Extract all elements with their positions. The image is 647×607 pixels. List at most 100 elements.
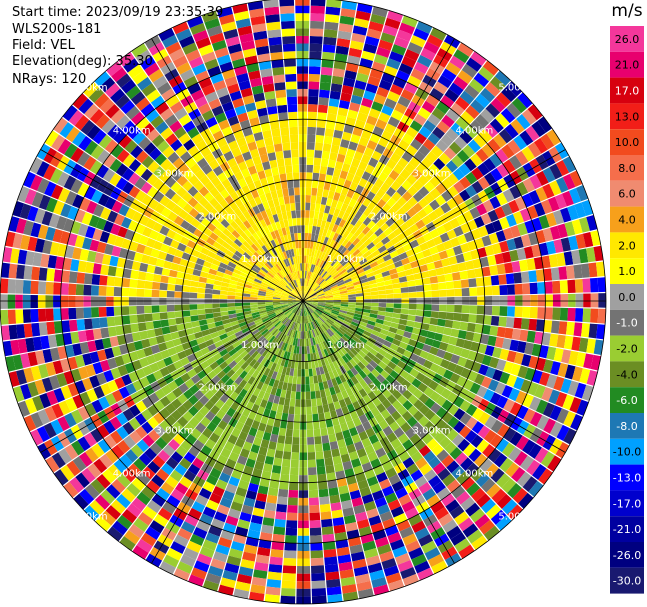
velocity-gate — [409, 223, 419, 234]
velocity-gate — [484, 305, 493, 316]
velocity-gate — [355, 296, 364, 300]
velocity-gate — [306, 263, 310, 272]
velocity-gate — [319, 89, 330, 99]
velocity-gate — [420, 270, 430, 279]
velocity-gate — [352, 175, 362, 185]
colorbar-tick-label: -2.0 — [616, 343, 637, 356]
velocity-gate — [305, 278, 309, 287]
velocity-gate — [315, 287, 322, 293]
velocity-gate — [433, 260, 443, 269]
velocity-gate — [394, 102, 408, 115]
velocity-gate — [489, 153, 503, 168]
velocity-gate — [448, 255, 458, 266]
velocity-gate — [429, 276, 439, 284]
velocity-gate — [338, 285, 347, 291]
velocity-gate — [529, 158, 543, 174]
velocity-gate — [387, 231, 397, 241]
velocity-gate — [297, 81, 308, 89]
velocity-gate — [510, 225, 521, 238]
velocity-gate — [397, 157, 409, 169]
velocity-gate — [429, 61, 445, 75]
velocity-gate — [444, 88, 459, 103]
velocity-gate — [394, 36, 410, 49]
velocity-gate — [322, 189, 330, 198]
velocity-gate — [305, 202, 311, 211]
velocity-gate — [433, 158, 446, 171]
velocity-gate — [505, 273, 515, 285]
velocity-gate — [325, 6, 341, 16]
velocity-gate — [496, 178, 509, 192]
velocity-gate — [386, 158, 397, 170]
velocity-gate — [317, 259, 323, 267]
velocity-gate — [465, 105, 480, 119]
start-time-label: Start time: 2023/09/19 23:35:39 — [12, 5, 224, 20]
velocity-gate — [327, 105, 339, 115]
velocity-gate — [472, 258, 482, 269]
velocity-gate — [349, 234, 357, 244]
velocity-gate — [504, 262, 514, 274]
velocity-gate — [405, 217, 416, 228]
velocity-gate — [306, 149, 315, 158]
velocity-gate — [371, 265, 380, 272]
velocity-gate — [335, 45, 349, 56]
velocity-gate — [320, 196, 328, 206]
velocity-gate — [470, 99, 485, 114]
velocity-gate — [453, 181, 465, 194]
velocity-gate — [549, 163, 563, 180]
velocity-gate — [306, 287, 311, 295]
velocity-gate — [521, 146, 535, 162]
velocity-gate — [397, 95, 411, 108]
velocity-gate — [415, 87, 429, 101]
velocity-gate — [330, 215, 338, 224]
velocity-gate — [305, 286, 308, 294]
velocity-gate — [375, 241, 384, 250]
velocity-gate — [402, 243, 413, 252]
velocity-gate — [326, 113, 337, 123]
velocity-gate — [427, 132, 441, 145]
velocity-gate — [318, 173, 326, 182]
velocity-gate — [364, 268, 373, 275]
velocity-gate — [502, 227, 514, 240]
velocity-gate — [475, 93, 490, 108]
velocity-gate — [528, 190, 541, 205]
velocity-gate — [396, 185, 407, 197]
velocity-gate — [541, 150, 556, 167]
colorbar-unit-label: m/s — [611, 1, 642, 21]
velocity-gate — [436, 120, 450, 134]
velocity-gate — [449, 141, 462, 155]
velocity-gate — [526, 205, 539, 220]
velocity-gate — [475, 277, 485, 287]
velocity-gate — [367, 210, 377, 221]
velocity-gate — [378, 171, 389, 183]
velocity-gate — [305, 194, 311, 203]
velocity-gate — [312, 282, 318, 290]
velocity-gate — [391, 43, 407, 56]
velocity-gate — [303, 270, 306, 279]
velocity-gate — [442, 221, 454, 232]
velocity-gate — [330, 144, 340, 154]
velocity-gate — [474, 237, 485, 249]
velocity-gate — [362, 264, 372, 272]
velocity-gate — [320, 243, 326, 252]
velocity-gate — [337, 177, 346, 187]
velocity-gate — [395, 70, 410, 82]
velocity-gate — [431, 107, 446, 121]
velocity-gate — [355, 240, 364, 249]
velocity-gate — [573, 322, 583, 337]
velocity-gate — [304, 247, 307, 256]
velocity-gate — [310, 299, 319, 301]
velocity-gate — [385, 217, 395, 227]
velocity-gate — [345, 205, 354, 215]
velocity-gate — [362, 226, 371, 235]
velocity-gate — [296, 58, 309, 67]
velocity-gate — [374, 143, 386, 155]
velocity-gate — [490, 275, 500, 286]
velocity-gate — [451, 155, 464, 168]
velocity-gate — [354, 286, 363, 292]
velocity-gate — [503, 174, 516, 189]
velocity-gate — [326, 0, 342, 8]
velocity-gate — [342, 212, 350, 221]
velocity-gate — [318, 242, 324, 251]
velocity-gate — [416, 291, 425, 298]
